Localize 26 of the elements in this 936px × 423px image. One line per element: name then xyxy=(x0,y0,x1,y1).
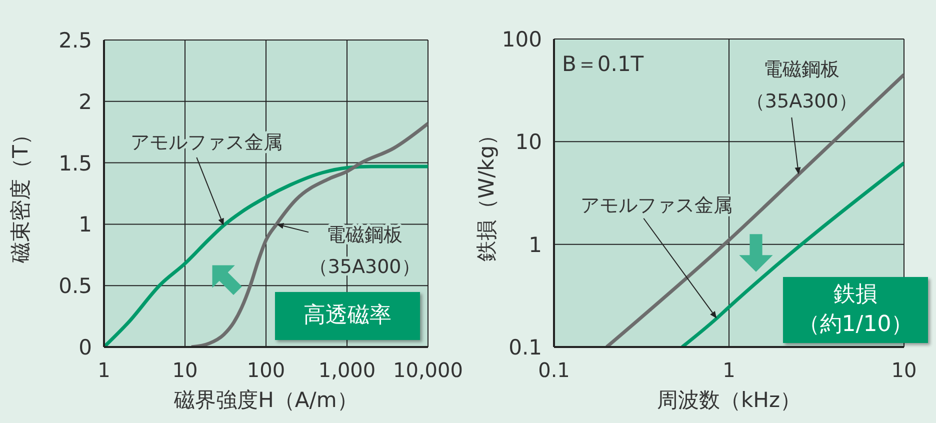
y-tick-label: 1 xyxy=(78,212,92,237)
annotation: 高透磁率 xyxy=(275,292,420,340)
y-tick-label: 100 xyxy=(502,27,542,52)
x-tick-label: 1 xyxy=(722,358,736,382)
x-tick-label: 10,000 xyxy=(393,358,463,382)
annotation: B＝0.1T xyxy=(562,51,645,78)
y-tick-label: 0.1 xyxy=(508,335,542,360)
x-tick-label: 0.1 xyxy=(538,358,570,382)
x-tick-label: 1,000 xyxy=(318,358,376,382)
y-tick-label: 10 xyxy=(515,130,542,154)
y-axis-title: 鉄損（W/kg） xyxy=(474,124,498,262)
y-tick-label: 1 xyxy=(528,232,542,257)
y-tick-label: 0.5 xyxy=(58,274,92,298)
x-axis-title: 磁界強度H（A/m） xyxy=(173,388,358,412)
x-tick-label: 100 xyxy=(246,358,286,382)
y-tick-label: 0 xyxy=(78,335,92,360)
x-tick-label: 10 xyxy=(891,358,917,382)
series-label: 電磁鋼板（35A300） xyxy=(746,58,858,112)
x-tick-label: 1 xyxy=(98,358,110,382)
y-axis-title: 磁束密度（T） xyxy=(8,124,32,264)
annotation: 鉄損（約1/10） xyxy=(783,277,928,343)
x-tick-label: 10 xyxy=(172,358,198,382)
y-tick-label: 2.5 xyxy=(58,28,92,52)
y-tick-label: 2 xyxy=(78,90,92,114)
y-tick-label: 1.5 xyxy=(58,151,92,176)
x-axis-title: 周波数（kHz） xyxy=(657,388,801,412)
